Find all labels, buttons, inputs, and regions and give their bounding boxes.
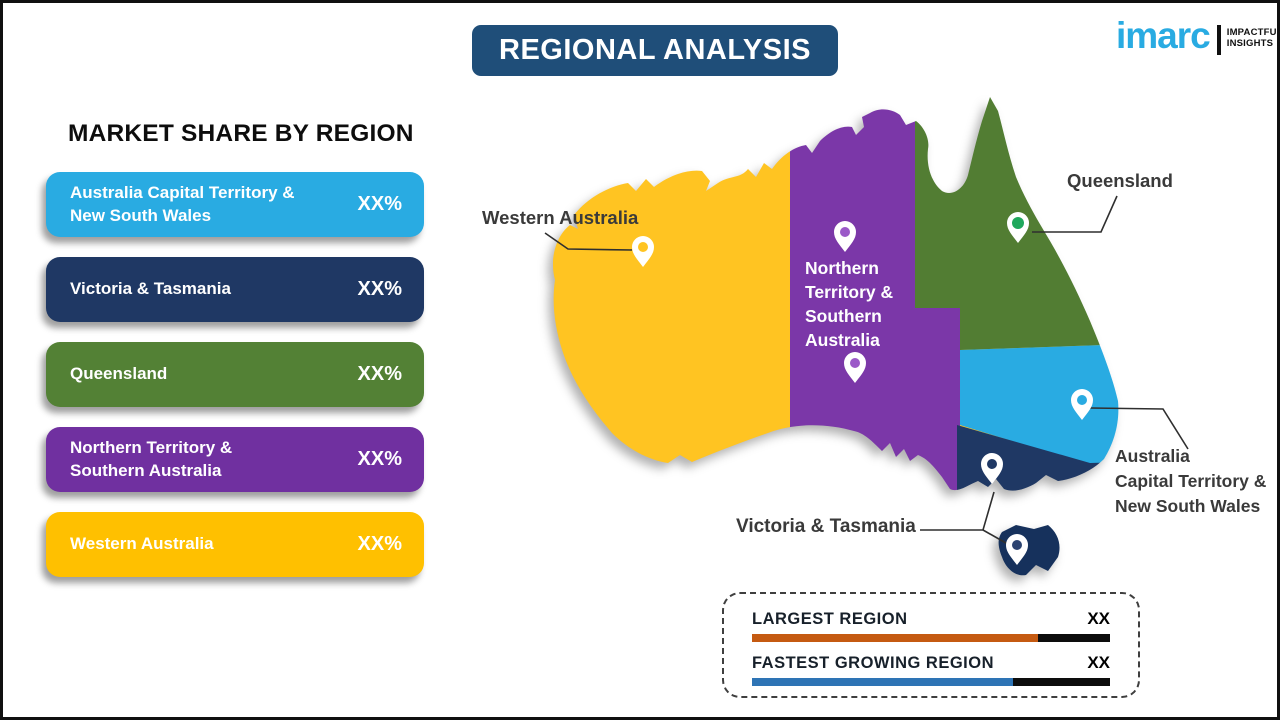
map-pin-victoria [981,453,1003,484]
australia-map: Western Australia Queensland Australia C… [460,85,1270,605]
map-region-act-nsw [960,343,1119,465]
map-label-nt-sa: Northern Territory & Southern Australia [805,258,894,350]
share-bar-value: XX% [357,278,402,300]
legend-row-fastest-growing: FASTEST GROWING REGION XX [752,653,1110,686]
legend-meter-fill [752,634,1039,642]
map-pin-nt-north [834,221,856,252]
share-bar-value: XX% [357,193,402,215]
legend-value: XX [1087,653,1110,672]
legend-box: LARGEST REGION XX FASTEST GROWING REGION… [722,592,1140,698]
map-label-act-nsw: Australia Capital Territory & New South … [1115,446,1267,516]
legend-meter-largest [752,634,1110,642]
australia-map-svg [544,97,1189,576]
share-bar-label: Western Australia [70,534,214,554]
share-bar-act-nsw: Australia Capital Territory & New South … [46,172,424,237]
map-pin-sa-south [844,352,866,383]
share-bar-vic-tas: Victoria & Tasmania XX% [46,257,424,322]
share-bar-label: Queensland [70,364,168,384]
legend-meter-remainder [1038,634,1110,642]
share-bar-queensland: Queensland XX% [46,342,424,407]
share-bar-label: Northern Territory & Southern Australia [70,437,233,480]
share-panel-heading: MARKET SHARE BY REGION [68,120,414,147]
leader-line-victoria [920,491,995,531]
share-bar-western-australia: Western Australia XX% [46,512,424,577]
legend-meter-fill [752,678,1014,686]
share-bar-value: XX% [357,363,402,385]
logo-tagline: IMPACTFUL INSIGHTS [1227,27,1280,50]
legend-meter-fastest [752,678,1110,686]
leader-line-queensland [1032,195,1118,233]
map-pins [632,212,1093,565]
map-pin-queensland [1007,212,1029,243]
legend-row-largest-region: LARGEST REGION XX [752,609,1110,642]
logo-tagline-line2: INSIGHTS [1226,38,1274,50]
imarc-brand-text: imarc [1116,15,1211,56]
leader-line-act-nsw [1089,407,1189,450]
map-pin-tasmania [1006,534,1028,565]
share-bar-value: XX% [357,533,402,555]
map-label-western-australia: Western Australia [482,207,639,228]
legend-label: LARGEST REGION [752,609,908,628]
share-bar-label: Victoria & Tasmania [70,279,231,299]
legend-label: FASTEST GROWING REGION [752,653,995,672]
share-bar-label: Australia Capital Territory & New South … [70,182,295,225]
legend-value: XX [1087,609,1110,628]
map-pin-act-nsw [1071,389,1093,420]
page-title: REGIONAL ANALYSIS [499,34,811,66]
leader-line-western-australia [544,232,633,251]
share-bar-nt-sa: Northern Territory & Southern Australia … [46,427,424,492]
map-label-victoria-tasmania: Victoria & Tasmania [736,516,916,537]
imarc-logo: imarc IMPACTFUL INSIGHTS [1116,15,1280,56]
share-bar-value: XX% [357,448,402,470]
map-pin-western-australia [632,236,654,267]
logo-divider [1216,25,1221,55]
legend-meter-remainder [1013,678,1110,686]
map-label-queensland: Queensland [1067,170,1173,191]
logo-tagline-line1: IMPACTFUL [1226,27,1280,38]
share-panel: Australia Capital Territory & New South … [46,172,424,597]
title-banner: REGIONAL ANALYSIS [472,25,838,76]
